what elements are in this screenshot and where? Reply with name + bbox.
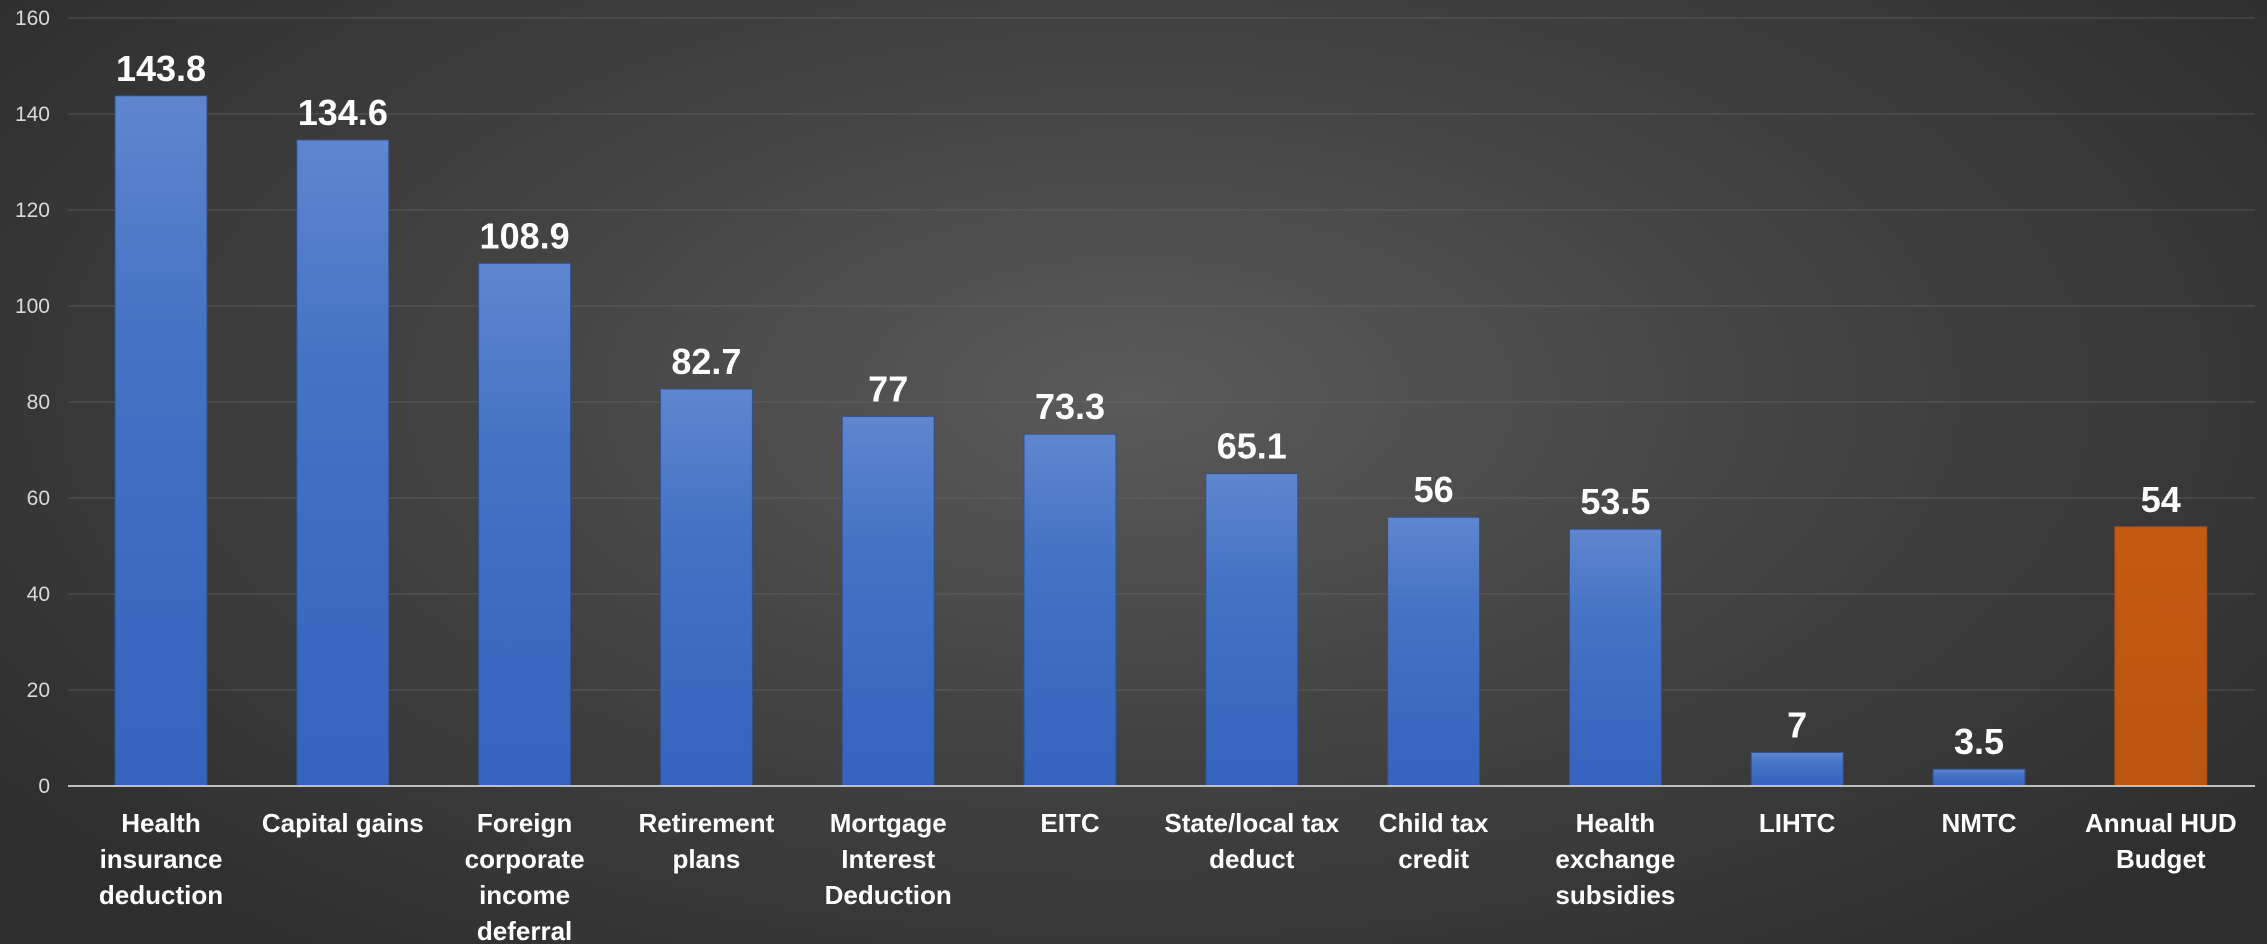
y-tick-label: 120 [15,199,50,222]
bars [114,95,2208,787]
category-label-10: NMTC [1941,808,2016,838]
y-tick-label: 20 [27,679,50,702]
data-label-11: 54 [2141,479,2181,520]
y-tick-label: 0 [38,775,50,798]
data-label-7: 56 [1414,469,1454,510]
data-label-9: 7 [1787,704,1807,745]
category-label-4: Mortgage Interest Deduction [825,808,952,910]
category-label-6: State/local tax deduct [1164,808,1339,874]
bar-6 [1205,473,1299,787]
bar-1 [296,139,390,787]
y-tick-label: 160 [15,7,50,30]
category-label-5: EITC [1040,808,1099,838]
category-label-8: Health exchange subsidies [1555,808,1675,910]
data-label-5: 73.3 [1035,386,1105,427]
y-tick-label: 140 [15,103,50,126]
data-label-8: 53.5 [1580,481,1650,522]
bar-11 [2114,526,2208,787]
y-tick-label: 40 [27,583,50,606]
bar-2 [478,262,572,787]
category-label-3: Retirement plans [638,808,774,874]
category-label-0: Health insurance deduction [99,808,223,910]
data-label-10: 3.5 [1954,721,2004,762]
y-tick-label: 100 [15,295,50,318]
data-label-3: 82.7 [671,341,741,382]
data-label-2: 108.9 [480,215,570,256]
y-axis-ticks: 0 20 40 60 80 100 120 140 160 [15,7,50,798]
data-label-4: 77 [868,368,908,409]
y-tick-label: 60 [27,487,50,510]
data-label-6: 65.1 [1217,426,1287,467]
category-label-1: Capital gains [262,808,424,838]
bar-4 [841,415,935,787]
data-label-1: 134.6 [298,92,388,133]
bar-8 [1568,528,1662,787]
category-labels: Health insurance deduction Capital gains For… [99,808,2237,944]
bar-0 [114,95,208,787]
category-label-2: Foreign corporate income deferral [465,808,585,944]
data-labels: 143.8 134.6 108.9 82.7 77 73.3 65.1 56 53.5 7 3.5 5… [116,48,2181,762]
bar-3 [659,388,753,787]
data-label-0: 143.8 [116,48,206,89]
category-label-11: Annual HUD Budget [2085,808,2237,874]
bar-7 [1387,516,1481,787]
category-label-9: LIHTC [1759,808,1836,838]
bar-9 [1750,751,1844,787]
bar-10 [1932,768,2026,787]
y-tick-label: 80 [27,391,50,414]
category-label-7: Child tax credit [1379,808,1489,874]
bar-5 [1023,433,1117,787]
gridlines [68,17,2255,691]
